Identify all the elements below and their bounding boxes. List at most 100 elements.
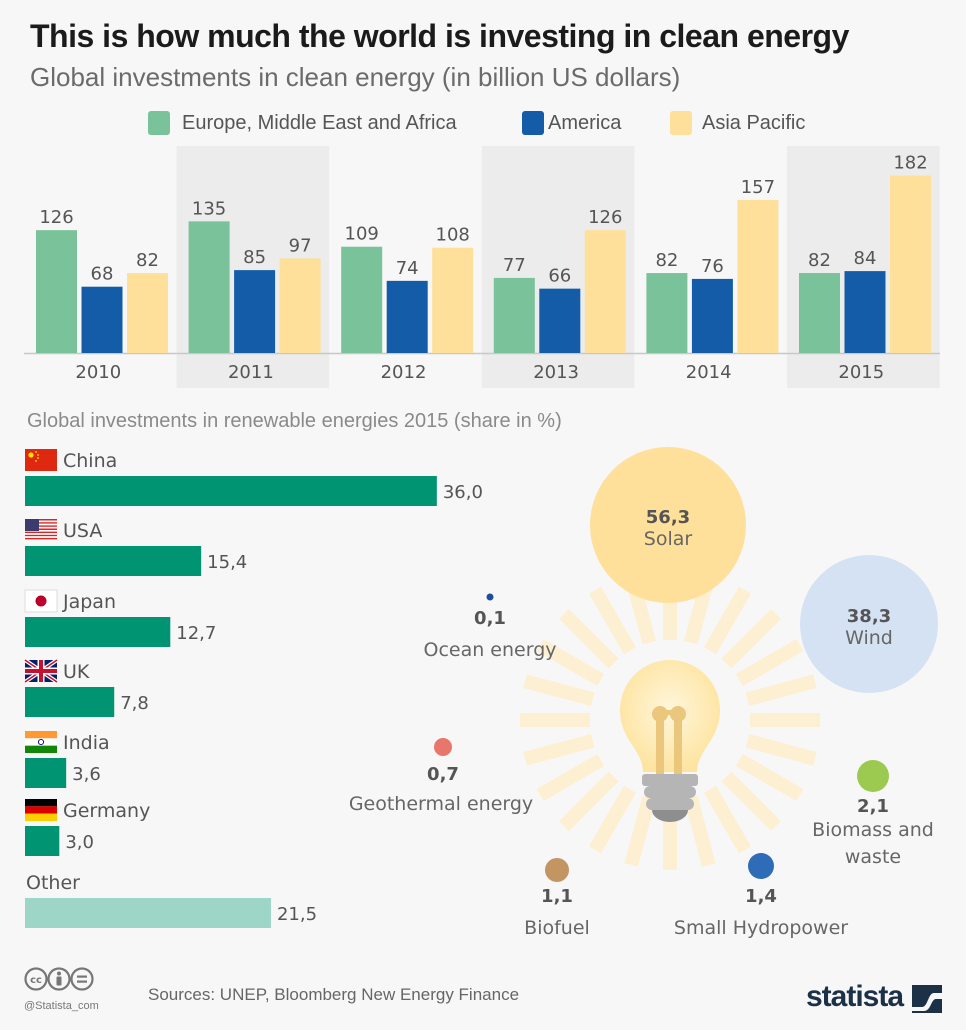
bar-value-label: 182 [893,153,927,174]
light-ray [558,771,619,832]
bubble-value-label: 1,1 [541,886,573,907]
legend-label-asia-pacific: Asia Pacific [702,111,806,134]
bubble-ocean-energy: 0,1 Ocean energy [423,593,557,661]
bar-2015-2 [890,175,931,353]
bar-value-label: 108 [436,225,470,246]
bubble-circle [748,853,774,879]
bar-value-label: 66 [548,266,571,287]
bar-value-label: 74 [396,258,419,279]
bar-value-label: 84 [854,248,877,269]
hbar-germany [25,826,60,856]
light-ray [536,638,605,687]
bar-2013-2 [584,230,626,353]
light-ray [703,785,752,854]
bubble-name-label: Small Hydropower [674,917,848,939]
bar-value-label: 77 [503,255,526,276]
japan-flag-icon [24,589,58,613]
bubble-value-label: 1,4 [745,886,777,907]
x-tick-label-2012: 2012 [381,362,427,383]
bar-value-label: 85 [243,247,266,268]
country-label: UK [63,661,90,683]
hbar-india [25,758,67,788]
bar-chart-clean-energy: 126 68 82 2010 135 85 97 2011 109 74 108 2012 77 66 12… [24,146,940,388]
hbar-value-label: 15,4 [207,552,247,573]
statista-handle: @Statista_com [24,1000,99,1012]
light-ray [703,586,752,655]
hbar-usa [25,546,202,576]
bar-2013-1 [539,288,581,353]
hbar-uk [25,687,115,717]
bubble-name-label: waste [845,846,901,868]
country-row-china: China 36,0 [25,449,483,506]
country-label: India [63,732,110,754]
light-ray [558,608,619,669]
nd-no-derivatives-icon [70,967,94,991]
bar-value-label: 126 [39,207,73,228]
light-ray [721,771,782,832]
light-ray [745,674,817,707]
chart-subtitle: Global investments in clean energy (in b… [30,62,681,92]
legend-item-america: America [522,110,621,136]
legend-label-america: America [548,111,622,134]
light-ray [588,785,637,854]
legend-swatch-asia-pacific [670,111,692,135]
country-row-other: Other 21,5 [25,872,317,928]
lightbulb-icon [520,570,820,870]
uk-flag-icon [23,658,59,684]
light-ray [721,608,782,669]
section-subtitle-renewables: Global investments in renewable energies… [27,410,562,432]
country-label: USA [63,520,102,542]
bubble-circle [486,593,494,601]
bar-value-label: 157 [741,177,775,198]
bubble-value-label: 2,1 [857,796,889,817]
bubble-circle [434,738,452,756]
bar-2014-2 [737,199,779,353]
bar-2011-1 [234,270,276,353]
country-row-uk: UK 7,8 [23,658,149,717]
x-tick-label-2011: 2011 [228,362,274,383]
country-label: Japan [62,591,116,613]
legend-item-emea: Europe, Middle East and Africa [148,110,457,136]
country-label: Other [26,872,80,894]
light-ray [624,795,657,867]
germany-flag-icon [25,799,57,821]
hbar-value-label: 21,5 [277,904,317,925]
hbar-value-label: 36,0 [443,482,483,503]
bubble-name-label: Biofuel [524,917,590,939]
bar-2010-0 [36,230,77,353]
bar-2012-0 [341,246,383,353]
bar-value-label: 126 [588,207,622,228]
hbar-value-label: 12,7 [176,623,216,644]
country-row-germany: Germany 3,0 [25,799,150,856]
bar-2011-2 [279,258,321,353]
by-attribution-icon [47,967,71,991]
hbar-china [25,476,437,506]
bulb-base [642,774,698,786]
x-tick-label-2014: 2014 [686,362,732,383]
bar-value-label: 82 [655,250,678,271]
country-label: China [63,450,117,472]
bubble-name-label: Solar [644,528,693,550]
hbar-value-label: 3,0 [65,832,94,853]
bar-2010-1 [81,286,123,353]
legend-swatch-emea [148,111,170,135]
bubble-small-hydropower: 1,4 Small Hydropower [674,853,848,939]
light-ray [523,674,595,707]
bar-2012-1 [386,280,428,353]
page-title: This is how much the world is investing … [30,18,849,54]
statista-logo: statista [806,980,904,1013]
legend-item-asia-pacific: Asia Pacific [670,110,805,136]
light-ray [588,586,637,655]
bar-value-label: 97 [289,235,312,256]
country-row-india: India 3,6 [25,731,110,788]
svg-text:cc: cc [30,975,42,986]
country-row-usa: USA 15,4 [25,519,247,576]
hbar-other [25,898,271,928]
bulb-filament [656,714,664,774]
sources-text: Sources: UNEP, Bloomberg New Energy Fina… [148,985,520,1004]
bubble-circle [545,858,569,882]
light-ray [745,733,817,766]
bar-2010-2 [127,273,168,353]
hbar-japan [25,617,171,647]
